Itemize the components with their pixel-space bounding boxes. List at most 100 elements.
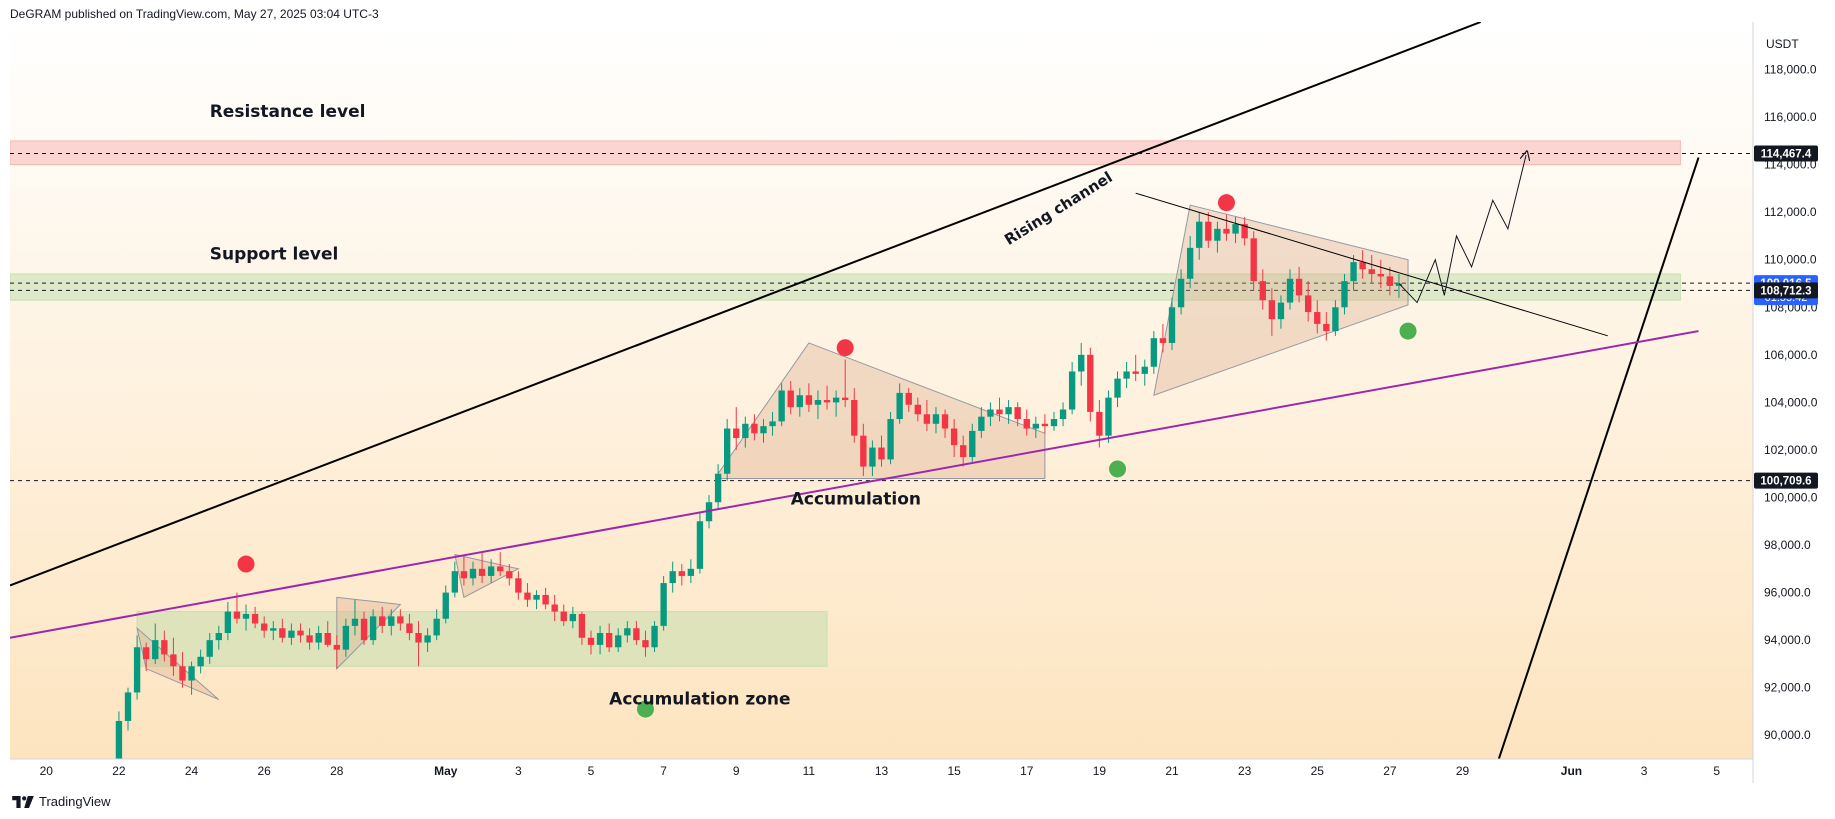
candle-body[interactable] xyxy=(1232,224,1239,234)
candle-body[interactable] xyxy=(270,628,277,631)
candle-body[interactable] xyxy=(842,397,849,401)
candle-body[interactable] xyxy=(215,632,222,641)
candle-body[interactable] xyxy=(778,390,785,422)
candle-body[interactable] xyxy=(251,613,259,624)
candle-body[interactable] xyxy=(678,571,685,576)
candle-body[interactable] xyxy=(651,625,658,648)
candle-body[interactable] xyxy=(1350,262,1357,282)
candle-body[interactable] xyxy=(1332,307,1339,332)
candle-body[interactable] xyxy=(469,568,477,579)
candle-body[interactable] xyxy=(1395,283,1403,286)
candle-body[interactable] xyxy=(723,428,731,474)
candle-body[interactable] xyxy=(542,594,549,605)
candle-body[interactable] xyxy=(1368,269,1375,275)
candle-body[interactable] xyxy=(197,656,204,667)
candle-body[interactable] xyxy=(406,623,413,633)
candle-body[interactable] xyxy=(905,392,912,405)
candle-body[interactable] xyxy=(1386,276,1394,286)
candle-body[interactable] xyxy=(424,635,431,643)
candle-body[interactable] xyxy=(633,628,640,641)
candle-body[interactable] xyxy=(551,604,558,612)
candle-body[interactable] xyxy=(297,630,304,636)
candle-body[interactable] xyxy=(1268,300,1276,320)
price-tag-value[interactable]: 100,709.6 xyxy=(1760,476,1811,488)
candle-body[interactable] xyxy=(515,578,522,593)
candle-body[interactable] xyxy=(324,632,331,645)
candle-body[interactable] xyxy=(615,635,622,648)
candle-body[interactable] xyxy=(333,644,340,650)
candle-body[interactable] xyxy=(587,637,595,645)
purple-trendline[interactable] xyxy=(10,330,1699,639)
candle-body[interactable] xyxy=(224,611,232,633)
candle-body[interactable] xyxy=(279,628,286,638)
candle-body[interactable] xyxy=(506,571,513,579)
candle-body[interactable] xyxy=(315,632,322,643)
candle-body[interactable] xyxy=(1141,366,1148,374)
zone-resistance[interactable] xyxy=(10,140,1681,166)
candle-body[interactable] xyxy=(751,423,758,434)
candle-body[interactable] xyxy=(596,632,604,645)
candle-body[interactable] xyxy=(369,616,377,641)
candle-body[interactable] xyxy=(669,571,676,584)
candle-body[interactable] xyxy=(342,625,350,650)
candle-body[interactable] xyxy=(1377,274,1384,277)
descending-trendline[interactable] xyxy=(1135,192,1608,337)
candle-body[interactable] xyxy=(1087,354,1094,412)
candle-body[interactable] xyxy=(161,640,168,655)
candle-body[interactable] xyxy=(769,421,776,427)
candle-body[interactable] xyxy=(379,616,386,626)
candle-body[interactable] xyxy=(1250,238,1257,282)
candle-body[interactable] xyxy=(1041,423,1049,427)
candle-body[interactable] xyxy=(1223,228,1230,234)
candle-body[interactable] xyxy=(1196,221,1203,248)
candle-body[interactable] xyxy=(1214,228,1221,241)
candle-body[interactable] xyxy=(133,647,141,693)
candle-body[interactable] xyxy=(1078,354,1085,372)
candle-body[interactable] xyxy=(433,618,440,636)
candle-body[interactable] xyxy=(1159,338,1167,343)
candle-body[interactable] xyxy=(1205,221,1212,241)
candle-body[interactable] xyxy=(796,395,803,408)
channel-upper[interactable] xyxy=(10,22,1482,587)
candle-body[interactable] xyxy=(242,613,250,619)
candle-body[interactable] xyxy=(460,571,468,579)
candle-body[interactable] xyxy=(969,430,976,458)
candle-body[interactable] xyxy=(442,592,449,619)
candle-body[interactable] xyxy=(351,618,359,626)
candle-body[interactable] xyxy=(932,414,940,424)
candle-body[interactable] xyxy=(978,416,985,431)
candle-body[interactable] xyxy=(950,428,958,446)
channel-lower[interactable] xyxy=(1497,157,1700,759)
candle-body[interactable] xyxy=(878,447,885,460)
candle-body[interactable] xyxy=(1241,224,1248,239)
candle-body[interactable] xyxy=(487,566,495,576)
price-tag-value[interactable]: 108,712.3 xyxy=(1760,285,1811,297)
price-tag-value[interactable]: 114,467.4 xyxy=(1761,149,1812,161)
candle-body[interactable] xyxy=(560,611,567,622)
candle-body[interactable] xyxy=(896,392,903,420)
candle-body[interactable] xyxy=(869,447,876,467)
candle-body[interactable] xyxy=(1277,302,1285,320)
candle-body[interactable] xyxy=(1105,397,1112,436)
candle-body[interactable] xyxy=(451,571,459,593)
candle-body[interactable] xyxy=(415,632,422,643)
candle-body[interactable] xyxy=(1068,371,1076,410)
candle-body[interactable] xyxy=(1023,419,1030,429)
candle-body[interactable] xyxy=(1150,338,1158,367)
candle-body[interactable] xyxy=(1114,378,1121,398)
candle-body[interactable] xyxy=(941,414,949,429)
candle-body[interactable] xyxy=(188,666,195,681)
candle-body[interactable] xyxy=(687,568,695,576)
candle-body[interactable] xyxy=(1059,409,1067,420)
candle-body[interactable] xyxy=(733,428,740,439)
candle-body[interactable] xyxy=(805,395,813,405)
candle-body[interactable] xyxy=(642,640,649,648)
candle-body[interactable] xyxy=(832,397,840,403)
candle-body[interactable] xyxy=(1014,407,1021,420)
candle-body[interactable] xyxy=(124,692,132,721)
candle-body[interactable] xyxy=(1314,312,1321,324)
candle-body[interactable] xyxy=(578,613,586,638)
candle-body[interactable] xyxy=(388,616,395,626)
triangle-pattern-2[interactable] xyxy=(336,596,402,670)
candle-body[interactable] xyxy=(742,423,749,439)
